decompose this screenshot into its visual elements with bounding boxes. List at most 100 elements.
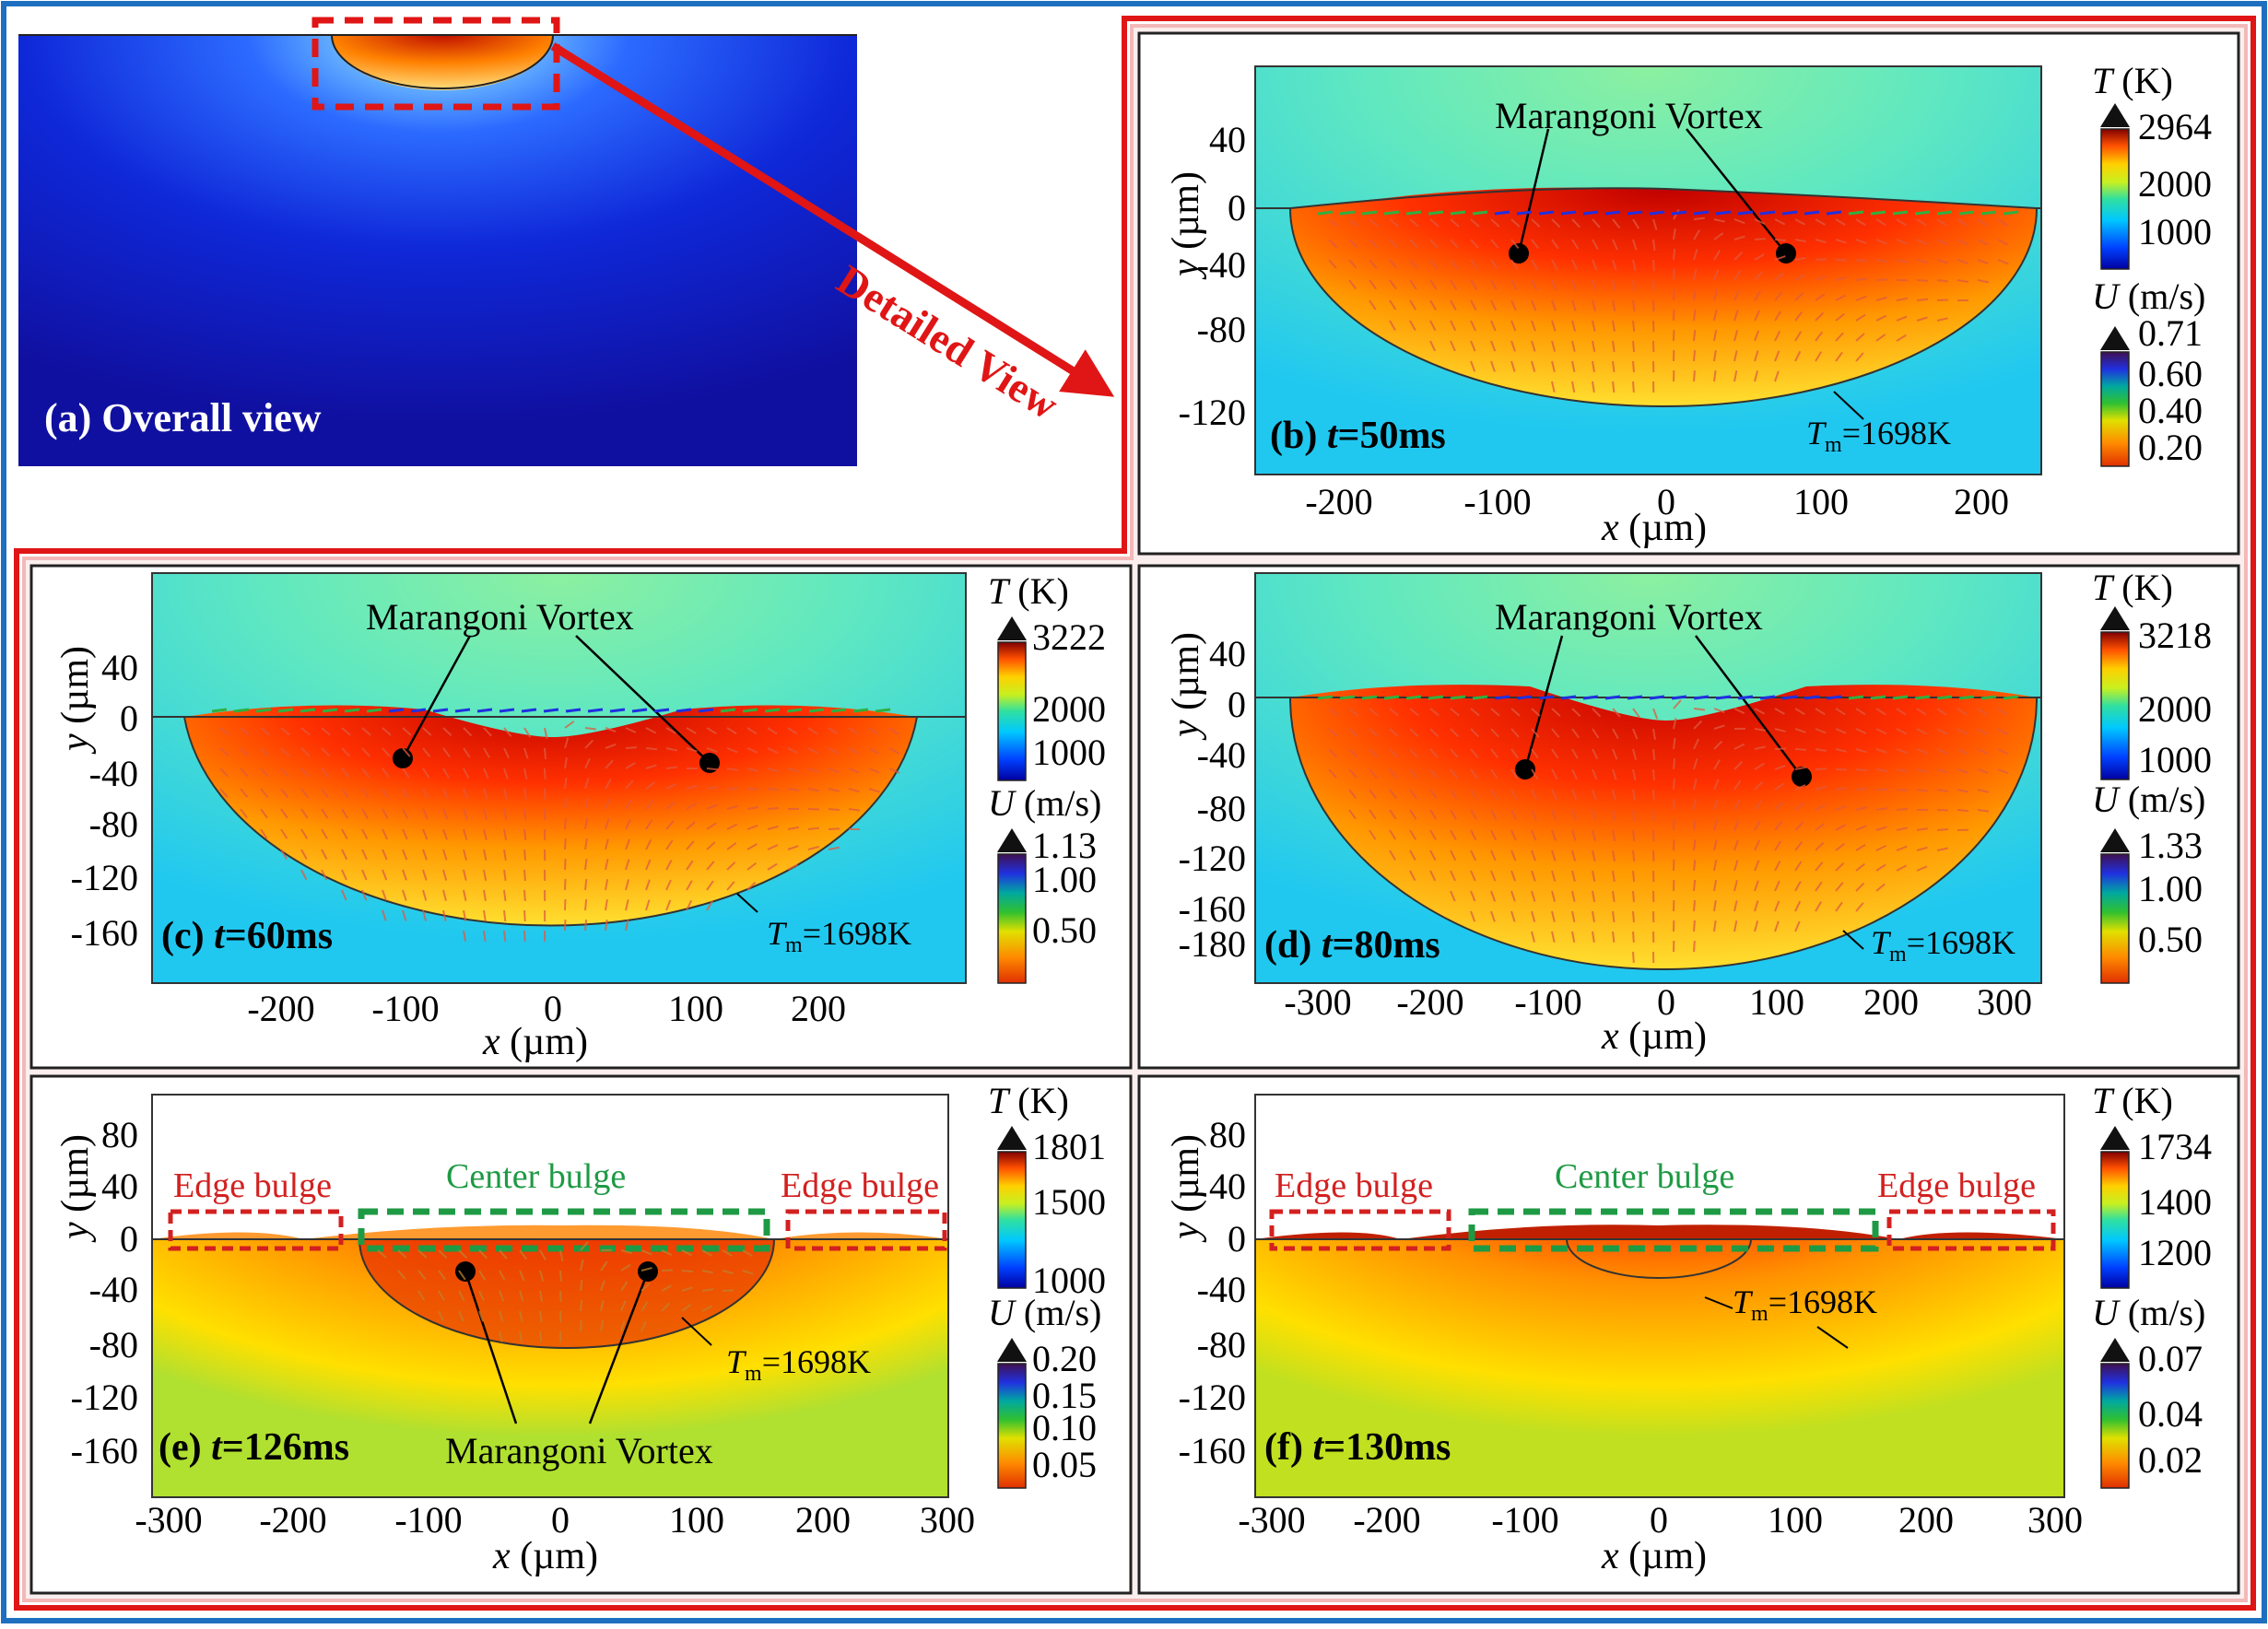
edge-bulge-left-f: Edge bulge — [1275, 1168, 1433, 1203]
ytick-e: -120 — [71, 1379, 138, 1416]
xtick-e: 200 — [795, 1502, 851, 1539]
xlabel-c: x (µm) — [483, 1023, 588, 1061]
cb-U-title-c: U (m/s) — [988, 785, 1101, 822]
xtick-d: 100 — [1749, 984, 1804, 1021]
ytick-b: 40 — [1209, 122, 1246, 158]
cb-U-tick-b: 0.20 — [2138, 429, 2203, 466]
tm-label-e: Tm=1698K — [726, 1345, 871, 1385]
xtick-c: -200 — [247, 990, 314, 1027]
surface-flow — [212, 709, 890, 711]
xlabel-f: x (µm) — [1602, 1537, 1707, 1576]
cb-T-tick-c: 2000 — [1032, 691, 1106, 728]
cb-T-title-c: T (K) — [988, 573, 1069, 610]
ytick-e: 40 — [101, 1168, 138, 1205]
ytick-d: 40 — [1209, 636, 1246, 673]
xtick-e: 100 — [669, 1502, 724, 1539]
xtick-f: 0 — [1650, 1502, 1668, 1539]
cb-U-tick-d: 1.00 — [2138, 871, 2203, 908]
xtick-c: 200 — [791, 990, 846, 1027]
ylabel-d: y (µm) — [1164, 632, 1208, 737]
xtick-d: -200 — [1396, 984, 1463, 1021]
panel-d-label: (d) t=80ms — [1264, 926, 1440, 965]
cb-U-tick-e: 0.10 — [1032, 1410, 1097, 1447]
edge-bulge-left-e: Edge bulge — [173, 1168, 332, 1203]
vortex-label-b: Marangoni Vortex — [1495, 98, 1763, 135]
ytick-e: 0 — [120, 1221, 138, 1258]
xlabel-d: x (µm) — [1602, 1017, 1707, 1056]
ytick-c: -80 — [89, 806, 138, 843]
cb-U-tick-e: 0.05 — [1032, 1447, 1097, 1483]
cb-T-title-e: T (K) — [988, 1083, 1069, 1119]
xtick-d: 300 — [1977, 984, 2032, 1021]
cb-U-title-b: U (m/s) — [2092, 278, 2205, 315]
xtick-e: -300 — [135, 1502, 202, 1539]
panel-e-label: (e) t=126ms — [159, 1428, 349, 1467]
ytick-e: 80 — [101, 1117, 138, 1154]
ytick-c: 0 — [120, 700, 138, 737]
ytick-b: -120 — [1179, 394, 1246, 431]
xtick-b: 0 — [1657, 484, 1675, 521]
ytick-e: -80 — [89, 1327, 138, 1364]
xtick-c: 0 — [544, 990, 562, 1027]
xtick-c: -100 — [371, 990, 439, 1027]
ytick-b: 0 — [1228, 190, 1246, 227]
ylabel-f: y (µm) — [1164, 1134, 1208, 1239]
xtick-f: 200 — [1898, 1502, 1954, 1539]
ytick-e: -160 — [71, 1433, 138, 1470]
ytick-e: -40 — [89, 1272, 138, 1308]
panel-f-label: (f) t=130ms — [1264, 1428, 1451, 1467]
cb-T-tick-d: 2000 — [2138, 691, 2212, 728]
xtick-e: 300 — [920, 1502, 975, 1539]
cb-U-tick-c: 1.00 — [1032, 861, 1097, 898]
ytick-c: 40 — [101, 650, 138, 686]
ytick-f: 0 — [1228, 1221, 1246, 1258]
cb-U-title-d: U (m/s) — [2092, 781, 2205, 818]
xlabel-b: x (µm) — [1602, 509, 1707, 547]
cb-T-tick-b: 2964 — [2138, 109, 2212, 146]
overall-view-label: (a) Overall view — [44, 398, 322, 439]
xtick-f: -200 — [1353, 1502, 1420, 1539]
ytick-b: -80 — [1197, 311, 1246, 348]
ytick-f: -120 — [1179, 1379, 1246, 1416]
ytick-d: -180 — [1179, 926, 1246, 963]
ylabel-e: y (µm) — [53, 1134, 98, 1239]
cb-U-tick-e: 0.20 — [1032, 1341, 1097, 1377]
cb-T-tick-b: 1000 — [2138, 214, 2212, 251]
cb-T-title-b: T (K) — [2092, 63, 2173, 100]
vortex-label-c: Marangoni Vortex — [366, 599, 634, 636]
panel-b-label: (b) t=50ms — [1270, 416, 1446, 455]
cb-T-tick-b: 2000 — [2138, 166, 2212, 203]
cb-T-title-d: T (K) — [2092, 569, 2173, 606]
xtick-f: 100 — [1768, 1502, 1823, 1539]
xtick-d: -300 — [1284, 984, 1351, 1021]
xtick-f: -100 — [1491, 1502, 1558, 1539]
ytick-f: -80 — [1197, 1327, 1246, 1364]
cb-U-tick-d: 1.33 — [2138, 827, 2203, 864]
cb-T-tick-e: 1801 — [1032, 1129, 1106, 1166]
cb-T-tick-e: 1500 — [1032, 1184, 1106, 1221]
ytick-f: -160 — [1179, 1433, 1246, 1470]
xtick-f: -300 — [1238, 1502, 1305, 1539]
cb-T-title-f: T (K) — [2092, 1083, 2173, 1119]
xtick-d: 200 — [1863, 984, 1919, 1021]
xtick-b: 100 — [1793, 484, 1849, 521]
ytick-d: -40 — [1197, 737, 1246, 774]
xtick-b: -200 — [1305, 484, 1372, 521]
ytick-d: -80 — [1197, 791, 1246, 827]
ytick-c: -40 — [89, 756, 138, 792]
xtick-b: -100 — [1463, 484, 1531, 521]
xtick-e: -200 — [259, 1502, 326, 1539]
cb-U-tick-f: 0.02 — [2138, 1442, 2203, 1479]
cb-U-tick-f: 0.07 — [2138, 1341, 2203, 1377]
xlabel-e: x (µm) — [493, 1537, 598, 1576]
tm-label-c: Tm=1698K — [767, 917, 911, 956]
center-bulge-e: Center bulge — [446, 1159, 626, 1194]
ytick-c: -160 — [71, 915, 138, 952]
ytick-f: -40 — [1197, 1272, 1246, 1308]
vortex-label-e: Marangoni Vortex — [445, 1433, 713, 1470]
cb-U-tick-f: 0.04 — [2138, 1396, 2203, 1433]
vortex-label-d: Marangoni Vortex — [1495, 599, 1763, 636]
ylabel-c: y (µm) — [53, 646, 98, 751]
